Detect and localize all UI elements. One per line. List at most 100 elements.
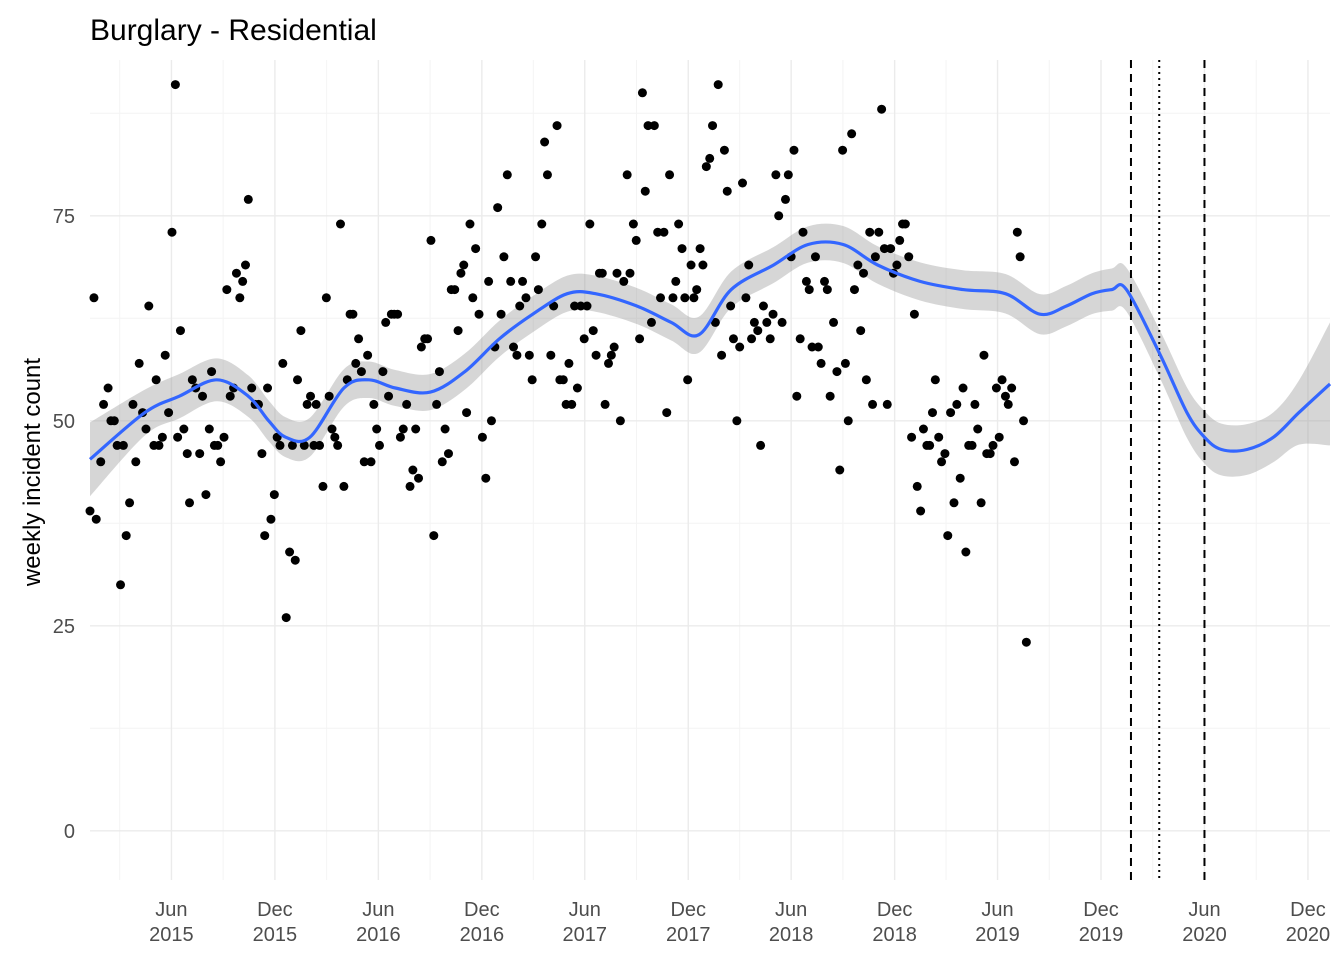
data-point [398,424,408,434]
data-point [318,481,328,491]
data-point [822,285,832,295]
x-tick-label-year: 2016 [356,924,401,946]
data-point [741,293,751,303]
data-point [468,293,478,303]
data-point [631,235,641,245]
data-point [659,227,669,237]
data-point [141,424,151,434]
data-point [527,375,537,385]
data-point [456,268,466,278]
data-point [243,194,253,204]
data-point [531,252,541,262]
data-point [477,432,487,442]
data-point [351,358,361,368]
data-point [789,145,799,155]
data-point [671,276,681,286]
data-point [359,457,369,467]
data-point [916,506,926,516]
data-point [416,342,426,352]
data-point [201,490,211,500]
data-point [756,440,766,450]
data-point [231,268,241,278]
data-point [333,440,343,450]
data-point [1003,399,1013,409]
data-point [1019,416,1029,426]
data-point [970,399,980,409]
data-point [907,432,917,442]
data-point [354,334,364,344]
data-point [943,531,953,541]
data-point [311,399,321,409]
data-point [940,449,950,459]
data-point [502,170,512,180]
data-point [278,358,288,368]
data-point [207,367,217,377]
data-point [643,121,653,131]
data-point [506,276,516,286]
data-point [843,416,853,426]
data-point [572,383,582,393]
data-point [198,391,208,401]
data-point [677,244,687,254]
data-point [91,514,101,524]
data-point [179,424,189,434]
data-point [708,121,718,131]
data-point [290,555,300,565]
data-point [275,440,285,450]
data-point [213,440,223,450]
data-point [154,440,164,450]
data-point [726,301,736,311]
data-point [656,293,666,303]
data-point [434,367,444,377]
data-point [558,375,568,385]
data-point [961,547,971,557]
data-point [835,465,845,475]
data-point [411,424,421,434]
data-point [892,260,902,270]
data-point [847,129,857,139]
data-point [121,531,131,541]
reference-lines [1129,60,1206,880]
smooth-line-layer [88,240,1332,461]
data-point [381,317,391,327]
data-point [952,399,962,409]
data-point [735,342,745,352]
data-point [637,88,647,98]
x-tick-label-month: Jun [981,899,1013,921]
data-point [710,317,720,327]
data-point [518,276,528,286]
data-point [408,465,418,475]
data-point [825,391,835,401]
data-point [904,252,914,262]
data-point [665,170,675,180]
data-point [109,416,119,426]
data-point [886,244,896,254]
data-point [738,178,748,188]
data-point [832,367,842,377]
data-point [985,449,995,459]
data-point [625,268,635,278]
data-point [125,498,135,508]
data-point [692,285,702,295]
data-point [170,80,180,90]
data-point [533,285,543,295]
data-point [240,260,250,270]
data-point [615,416,625,426]
data-point [753,326,763,336]
data-point [315,440,325,450]
data-point [321,293,331,303]
data-point [792,391,802,401]
data-point [339,481,349,491]
data-point [758,301,768,311]
smooth-trend-line [88,240,1332,461]
x-tick-label-month: Dec [257,899,293,921]
data-point [269,490,279,500]
data-point [356,367,366,377]
data-point [369,399,379,409]
y-tick-label: 75 [53,206,75,228]
data-point [609,342,619,352]
data-point [870,252,880,262]
data-point [96,457,106,467]
data-point [997,375,1007,385]
